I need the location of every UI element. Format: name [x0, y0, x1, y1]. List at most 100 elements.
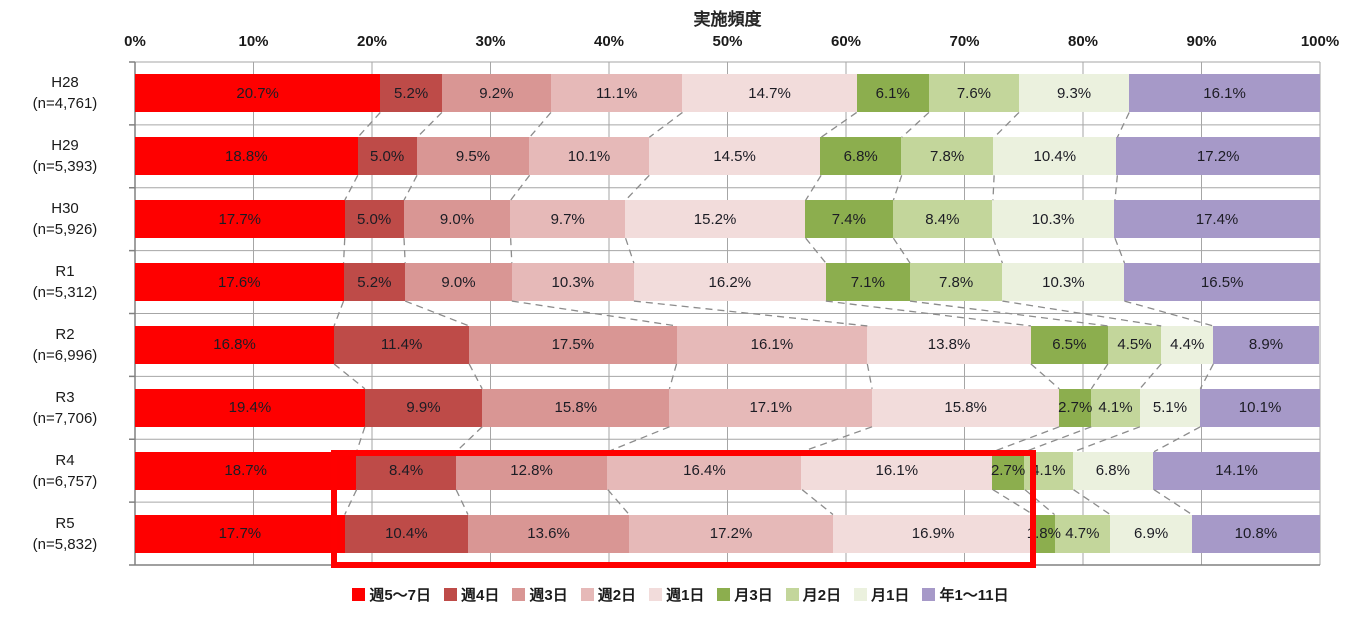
category-label: R2: [55, 325, 75, 343]
stacked-bar: 16.8% 11.4% 17.5% 16.1% 13.8% 6.5% 4.5% 4.4% 8.9…: [135, 325, 1320, 364]
category-label: R4: [55, 451, 75, 469]
legend-item: 月1日: [854, 584, 909, 605]
segment-value-label: 9.3%: [1056, 84, 1092, 102]
segment-value-label: 12.8%: [510, 462, 553, 480]
bar-segment: 9.3%: [1018, 74, 1130, 113]
legend-swatch-icon: [922, 588, 936, 601]
legend-label: 週5〜7日: [369, 587, 432, 604]
segment-value-label: 9.7%: [550, 210, 585, 228]
legend-swatch-icon: [717, 588, 731, 601]
bar-segment: 7.8%: [909, 263, 1003, 302]
bar-segment: 10.3%: [511, 263, 634, 302]
segment-value-label: 9.2%: [479, 84, 514, 102]
y-axis-label: R5 (n=5,832): [0, 502, 130, 565]
segment-value-label: 16.1%: [875, 462, 919, 480]
bar-segment: 10.3%: [1002, 263, 1125, 302]
segment-value-label: 17.7%: [218, 210, 262, 228]
bar-segment: 9.7%: [510, 200, 626, 239]
segment-value-label: 14.7%: [748, 84, 791, 102]
category-label: R1: [55, 263, 75, 281]
x-tick-label: 40%: [593, 33, 625, 50]
segment-value-label: 4.1%: [1031, 462, 1066, 480]
bar-segment: 9.0%: [403, 200, 511, 239]
segment-value-label: 18.7%: [224, 462, 267, 480]
segment-value-label: 11.1%: [595, 84, 638, 102]
bar-segment: 2.7%: [1058, 388, 1092, 427]
bar-segment: 16.2%: [633, 263, 826, 302]
segment-value-label: 17.6%: [218, 273, 261, 291]
segment-value-label: 10.4%: [1033, 147, 1077, 165]
segment-value-label: 9.9%: [406, 399, 441, 417]
category-n-label: (n=4,761): [32, 95, 98, 113]
segment-value-label: 10.1%: [1238, 399, 1282, 417]
segment-value-label: 6.8%: [843, 147, 878, 165]
plot-area: 20.7% 5.2% 9.2% 11.1% 14.7% 6.1% 7.6% 9.3% 16.1%…: [129, 61, 1321, 568]
segment-value-label: 10.3%: [1031, 210, 1075, 228]
segment-value-label: 17.2%: [709, 525, 753, 543]
category-label: R3: [55, 388, 75, 406]
x-tick-label: 10%: [238, 33, 269, 50]
legend-label: 週3日: [529, 587, 568, 604]
legend-item: 月3日: [717, 584, 773, 605]
y-axis-label: H30 (n=5,926): [0, 188, 130, 251]
legend-swatch-icon: [512, 588, 526, 601]
legend: 週5〜7日 週4日 週3日 週2日 週1日 月3日 月2日 月1日 年1〜11日: [0, 584, 1361, 605]
bar-segment: 16.1%: [801, 451, 993, 490]
segment-value-label: 16.2%: [708, 273, 752, 291]
segment-value-label: 19.4%: [228, 399, 272, 417]
bar-segment: 12.8%: [455, 451, 608, 490]
segment-value-label: 13.8%: [927, 336, 971, 354]
bar-segment: 10.4%: [344, 514, 468, 553]
segment-value-label: 17.1%: [749, 399, 792, 417]
x-tick-label: 70%: [949, 33, 980, 50]
bar-segment: 14.5%: [648, 137, 821, 176]
bar-segment: 5.0%: [357, 137, 417, 176]
segment-value-label: 6.8%: [1095, 462, 1130, 480]
x-tick-label: 20%: [356, 33, 388, 50]
stacked-bar: 18.8% 5.0% 9.5% 10.1% 14.5% 6.8% 7.8% 10.4% 17.2…: [135, 137, 1320, 176]
bar-segment: 15.2%: [625, 200, 806, 239]
bar-segment: 20.7%: [135, 74, 381, 113]
segment-value-label: 16.8%: [213, 336, 256, 354]
bar-segment: 6.5%: [1030, 325, 1108, 364]
bar-segment: 17.4%: [1114, 200, 1320, 239]
bar-row: 19.4% 9.9% 15.8% 17.1% 15.8% 2.7% 4.1% 5.1% 10.1…: [135, 376, 1320, 439]
legend-label: 月2日: [802, 587, 842, 604]
segment-value-label: 10.3%: [1042, 273, 1085, 291]
segment-value-label: 15.8%: [554, 399, 598, 417]
bar-segment: 16.1%: [676, 325, 868, 364]
y-axis-label: R3 (n=7,706): [0, 376, 130, 439]
segment-value-label: 9.0%: [439, 210, 475, 228]
bar-segment: 16.8%: [135, 325, 335, 364]
segment-value-label: 6.1%: [875, 84, 910, 102]
bar-segment: 7.8%: [900, 137, 994, 176]
segment-value-label: 4.4%: [1170, 336, 1205, 354]
bar-segment: 17.2%: [629, 514, 833, 553]
segment-value-label: 10.1%: [567, 147, 611, 165]
legend-item: 月2日: [785, 584, 842, 605]
legend-label: 週2日: [597, 587, 637, 604]
legend-item: 年1〜11日: [922, 584, 1009, 605]
bar-segment: 13.6%: [467, 514, 630, 553]
bar-segment: 2.7%: [991, 451, 1025, 490]
stacked-bar: 17.6% 5.2% 9.0% 10.3% 16.2% 7.1% 7.8% 10.3% 16.5…: [135, 263, 1320, 302]
segment-value-label: 16.5%: [1200, 273, 1244, 291]
bar-segment: 16.9%: [832, 514, 1034, 553]
y-axis-labels: H28 (n=4,761) H29 (n=5,393) H30 (n=5,926) R1 (n…: [0, 62, 130, 565]
bar-row: 17.6% 5.2% 9.0% 10.3% 16.2% 7.1% 7.8% 10.3% 16.5…: [135, 251, 1320, 314]
stacked-bar: 17.7% 10.4% 13.6% 17.2% 16.9% 1.8% 4.7% 6.9% 10.…: [135, 514, 1320, 553]
bar-segment: 17.7%: [135, 200, 345, 239]
bar-segment: 4.5%: [1107, 325, 1162, 364]
bar-segment: 16.4%: [607, 451, 802, 490]
legend-label: 年1〜11日: [939, 587, 1009, 604]
bar-segment: 7.6%: [928, 74, 1019, 113]
bar-segment: 18.7%: [135, 451, 357, 490]
bar-row: 17.7% 5.0% 9.0% 9.7% 15.2% 7.4% 8.4% 10.3% 17.4%: [135, 188, 1320, 251]
x-tick-label: 0%: [124, 33, 146, 50]
bar-segment: 5.0%: [344, 200, 404, 239]
legend-item: 週1日: [649, 584, 704, 605]
bar-segment: 17.6%: [135, 263, 344, 302]
bar-segment: 9.2%: [441, 74, 551, 113]
segment-value-label: 9.5%: [455, 147, 491, 165]
category-label: R5: [55, 514, 75, 532]
